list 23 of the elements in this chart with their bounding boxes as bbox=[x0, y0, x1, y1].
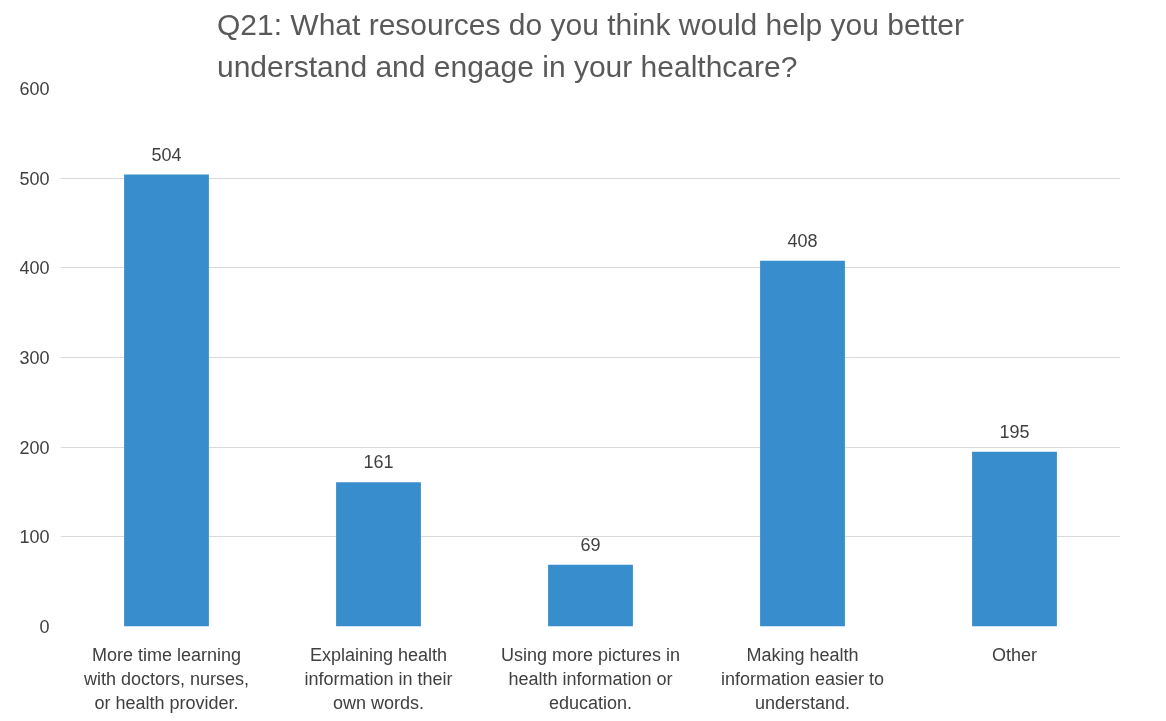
x-tick-label: Using more pictures in health information or education. bbox=[500, 644, 681, 713]
y-tick-label: 100 bbox=[19, 527, 50, 548]
y-tick-label: 300 bbox=[19, 348, 50, 368]
bar bbox=[760, 260, 845, 627]
x-tick-label: Other bbox=[991, 644, 1038, 665]
data-label: 504 bbox=[151, 144, 182, 165]
y-tick-label: 600 bbox=[19, 79, 50, 99]
data-label: 69 bbox=[580, 534, 601, 555]
y-tick-label: 0 bbox=[39, 617, 50, 637]
chart-title: Q21: What resources do you think would help you better understand and engage in your healthcare? bbox=[216, 7, 965, 84]
x-tick-label: More time learning with doctors, nurses, or health provider. bbox=[82, 644, 250, 713]
data-label: 408 bbox=[787, 230, 818, 251]
data-label: 195 bbox=[999, 421, 1030, 442]
bar bbox=[336, 482, 421, 627]
bar bbox=[548, 564, 633, 627]
y-tick-label: 400 bbox=[19, 258, 50, 279]
x-tick-label: Explaining health information in their own words. bbox=[304, 644, 453, 713]
bar bbox=[972, 451, 1057, 627]
data-label: 161 bbox=[363, 452, 394, 473]
y-tick-label: 500 bbox=[19, 168, 50, 189]
bar bbox=[124, 174, 209, 627]
y-tick-label: 200 bbox=[19, 437, 50, 458]
x-tick-label: Making health information easier to understand. bbox=[720, 644, 885, 713]
